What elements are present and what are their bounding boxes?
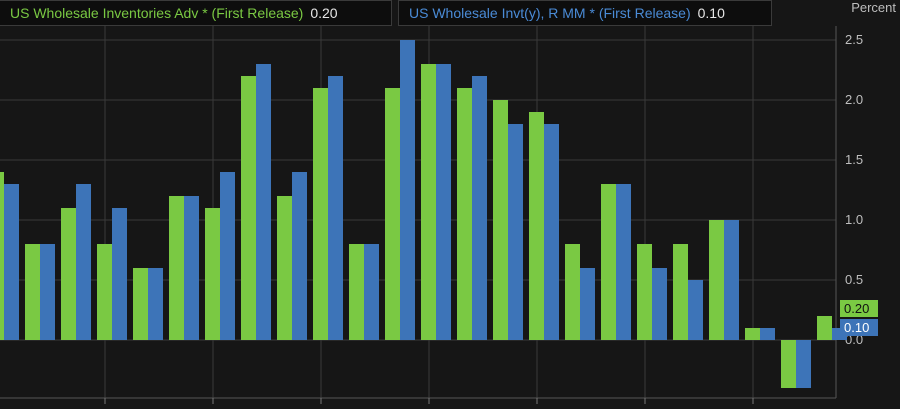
- bar-series-2: [508, 124, 523, 340]
- bar-series-1: [97, 244, 112, 340]
- legend-series-1[interactable]: US Wholesale Inventories Adv * (First Re…: [0, 0, 392, 26]
- legend-series-2-value: 0.10: [697, 5, 725, 21]
- bar-series-2: [472, 76, 487, 340]
- bar-series-1: [565, 244, 580, 340]
- bar-series-2: [436, 64, 451, 340]
- bar-series-2: [688, 280, 703, 340]
- bar-series-2: [400, 40, 415, 340]
- bar-series-1: [241, 76, 256, 340]
- y-tick-label: 0.5: [845, 272, 863, 287]
- bar-series-1: [673, 244, 688, 340]
- bar-series-1: [61, 208, 76, 340]
- bar-series-2: [652, 268, 667, 340]
- bar-series-1: [277, 196, 292, 340]
- bar-series-1: [133, 268, 148, 340]
- bar-series-2: [4, 184, 19, 340]
- bar-series-2: [724, 220, 739, 340]
- bar-series-1: [385, 88, 400, 340]
- y-axis-unit-label: Percent: [851, 0, 896, 15]
- bar-series-2: [364, 244, 379, 340]
- bar-series-1: [493, 100, 508, 340]
- bar-series-1: [169, 196, 184, 340]
- bar-series-2: [112, 208, 127, 340]
- bar-series-1: [529, 112, 544, 340]
- bar-series-2: [220, 172, 235, 340]
- bar-series-2: [796, 340, 811, 388]
- bar-series-1: [457, 88, 472, 340]
- y-tick-label: 2.5: [845, 32, 863, 47]
- bar-series-2: [76, 184, 91, 340]
- last-value-tag-text-1: 0.20: [844, 301, 869, 316]
- y-tick-label: 1.5: [845, 152, 863, 167]
- bar-series-1: [817, 316, 832, 340]
- bar-series-2: [148, 268, 163, 340]
- legend-series-2[interactable]: US Wholesale Invt(y), R MM * (First Rele…: [398, 0, 772, 26]
- bar-series-2: [580, 268, 595, 340]
- bar-series-2: [40, 244, 55, 340]
- bar-series-1: [349, 244, 364, 340]
- bar-series-2: [544, 124, 559, 340]
- bar-series-2: [256, 64, 271, 340]
- last-value-tag-2: [840, 319, 878, 336]
- bar-series-1: [25, 244, 40, 340]
- bar-series-2: [292, 172, 307, 340]
- bar-series-1: [637, 244, 652, 340]
- bar-series-1: [0, 172, 4, 340]
- legend-series-1-value: 0.20: [310, 5, 338, 21]
- bar-series-1: [205, 208, 220, 340]
- bar-series-1: [313, 88, 328, 340]
- legend-series-1-label: US Wholesale Inventories Adv * (First Re…: [10, 5, 304, 21]
- legend-series-2-label: US Wholesale Invt(y), R MM * (First Rele…: [409, 5, 691, 21]
- bar-series-1: [745, 328, 760, 340]
- bar-series-1: [421, 64, 436, 340]
- bar-series-1: [781, 340, 796, 388]
- bar-series-2: [616, 184, 631, 340]
- y-tick-label: 2.0: [845, 92, 863, 107]
- bar-series-1: [709, 220, 724, 340]
- bar-series-2: [760, 328, 775, 340]
- bar-series-1: [601, 184, 616, 340]
- last-value-tag-text-2: 0.10: [844, 320, 869, 335]
- y-tick-label: 1.0: [845, 212, 863, 227]
- bar-series-2: [184, 196, 199, 340]
- last-value-tag-1: [840, 300, 878, 317]
- bar-series-2: [328, 76, 343, 340]
